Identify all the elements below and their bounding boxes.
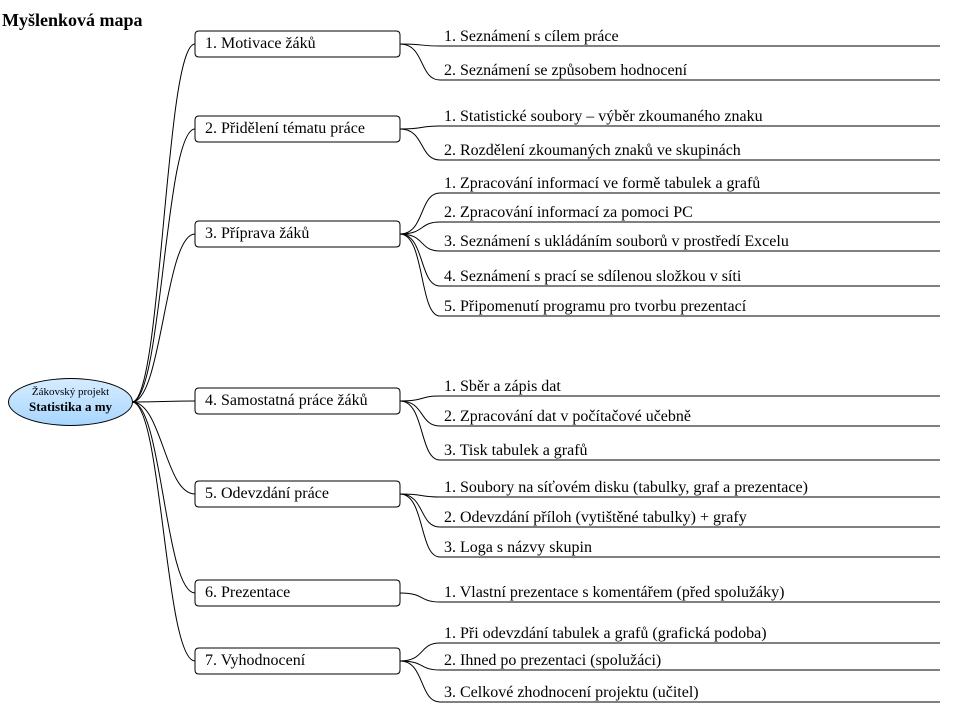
root-node: Žákovský projekt Statistika a my: [8, 378, 133, 426]
branch-2: 2. Přidělení tématu práce: [205, 120, 365, 138]
branch-4: 4. Samostatná práce žáků: [205, 392, 368, 410]
leaf-b7-2: 3. Celkové zhodnocení projektu (učitel): [444, 684, 699, 702]
leaf-b7-0: 1. Při odevzdání tabulek a grafů (grafic…: [444, 625, 767, 643]
root-line2: Statistika a my: [9, 399, 132, 416]
leaf-b5-2: 3. Loga s názvy skupin: [444, 539, 592, 557]
branch-3: 3. Příprava žáků: [205, 225, 309, 243]
leaf-b6-0: 1. Vlastní prezentace s komentářem (před…: [444, 584, 784, 602]
branch-5: 5. Odevzdání práce: [205, 485, 329, 503]
branch-7: 7. Vyhodnocení: [205, 652, 305, 670]
branch-6: 6. Prezentace: [205, 584, 290, 602]
branch-1: 1. Motivace žáků: [205, 35, 316, 53]
leaf-b1-1: 2. Seznámení se způsobem hodnocení: [444, 62, 687, 80]
leaf-b4-1: 2. Zpracování dat v počítačové učebně: [444, 408, 691, 426]
leaf-b5-0: 1. Soubory na síťovém disku (tabulky, gr…: [444, 479, 808, 497]
leaf-b1-0: 1. Seznámení s cílem práce: [444, 28, 619, 46]
leaf-b4-0: 1. Sběr a zápis dat: [444, 378, 561, 396]
leaf-b4-2: 3. Tisk tabulek a grafů: [444, 442, 588, 460]
leaf-b3-0: 1. Zpracování informací ve formě tabulek…: [444, 175, 760, 193]
leaf-b3-4: 5. Připomenutí programu pro tvorbu preze…: [444, 298, 746, 316]
leaf-b3-3: 4. Seznámení s prací se sdílenou složkou…: [444, 268, 741, 286]
root-line1: Žákovský projekt: [9, 385, 132, 399]
leaf-b3-1: 2. Zpracování informací za pomoci PC: [444, 204, 693, 222]
leaf-b7-1: 2. Ihned po prezentaci (spolužáci): [444, 652, 661, 670]
leaf-b2-1: 2. Rozdělení zkoumaných znaků ve skupiná…: [444, 142, 741, 160]
leaf-b5-1: 2. Odevzdání příloh (vytištěné tabulky) …: [444, 509, 747, 527]
leaf-b2-0: 1. Statistické soubory – výběr zkoumanéh…: [444, 108, 763, 126]
page-title: Myšlenková mapa: [2, 10, 143, 31]
leaf-b3-2: 3. Seznámení s ukládáním souborů v prost…: [444, 233, 789, 251]
